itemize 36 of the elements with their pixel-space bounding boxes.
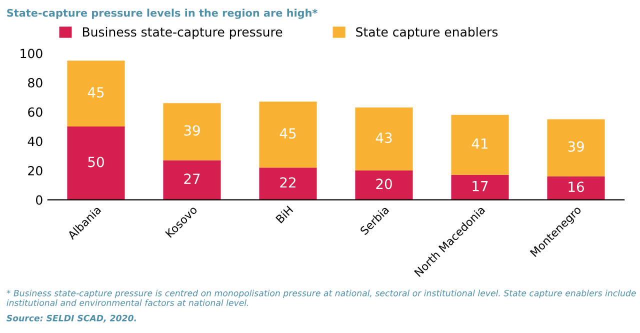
- bar: [259, 168, 317, 200]
- data-label: 27: [184, 174, 200, 184]
- legend-label: Business state-capture pressure: [82, 27, 282, 40]
- bar: [547, 119, 605, 176]
- data-label: 39: [184, 125, 200, 136]
- source-note: Source: SELDI SCAD, 2020.: [6, 314, 136, 322]
- y-tick-label: 60: [28, 107, 42, 117]
- data-label: 45: [280, 128, 296, 139]
- bar: [163, 103, 221, 160]
- data-label: 20: [376, 178, 392, 190]
- data-label: 41: [472, 138, 488, 149]
- data-label: 22: [280, 177, 296, 188]
- bar: [355, 170, 413, 200]
- data-label: 17: [472, 181, 488, 192]
- bar: [355, 107, 413, 170]
- data-label: 16: [568, 182, 584, 192]
- bar: [547, 176, 605, 200]
- legend-label: State capture enablers: [356, 27, 498, 40]
- y-tick-label: 80: [28, 78, 42, 88]
- bar: [67, 126, 125, 200]
- bar: [163, 160, 221, 200]
- text: * Business state-capture pressure is centred on monopolisation pressure at national, sectoral or institutional level. State capture enablers include institutional and environmental factors at national level.: [6, 290, 636, 306]
- y-tick-label: 20: [28, 166, 42, 176]
- bar: [67, 60, 125, 127]
- data-label: 45: [88, 87, 104, 98]
- y-tick-label: 0: [36, 195, 42, 205]
- data-label: 50: [88, 156, 104, 168]
- y-tick-label: 40: [28, 136, 42, 146]
- chart-title: State-capture pressure levels in the region are high*: [7, 8, 318, 19]
- data-label: 43: [376, 132, 392, 144]
- data-label: 39: [568, 141, 584, 152]
- bar: [451, 174, 509, 200]
- bar: [451, 114, 509, 175]
- bar: [259, 102, 317, 168]
- x-tick-label: BiH: [275, 205, 294, 224]
- y-tick-label: 100: [20, 48, 42, 58]
